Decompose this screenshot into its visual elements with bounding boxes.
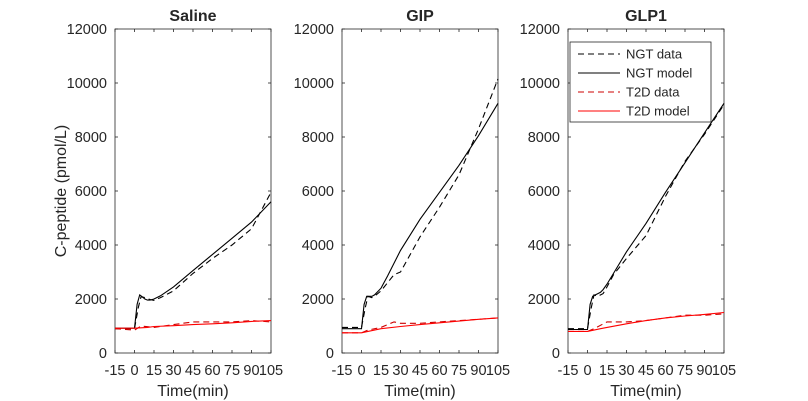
x-tick-label: 75	[677, 363, 693, 379]
series-line-ngt-model	[568, 102, 725, 331]
y-tick-label: 2000	[302, 292, 334, 308]
y-tick-label: 10000	[294, 76, 334, 92]
x-tick-label: 0	[583, 363, 591, 379]
x-tick-label: 90	[696, 363, 712, 379]
x-tick-label: 0	[130, 363, 138, 379]
y-tick-label: 12000	[294, 22, 334, 38]
y-axis-label: C-peptide (pmol/L)	[53, 125, 70, 258]
x-tick-label: 105	[712, 363, 736, 379]
x-tick-label: 0	[357, 363, 365, 379]
x-tick-label: 45	[185, 363, 201, 379]
y-tick-label: 12000	[67, 22, 107, 38]
y-tick-label: 0	[99, 346, 107, 362]
axes-frame	[341, 28, 499, 354]
x-tick-label: 90	[470, 363, 486, 379]
series-line-t2d-model	[568, 311, 725, 332]
x-tick-label: 75	[451, 363, 467, 379]
x-tick-label: -15	[558, 363, 579, 379]
x-axis-label: Time(min)	[384, 383, 455, 400]
y-tick-label: 2000	[528, 292, 560, 308]
axes-frame	[114, 28, 272, 354]
x-tick-label: 30	[165, 363, 181, 379]
x-tick-label: 15	[599, 363, 615, 379]
series-line-t2d-model	[342, 317, 499, 334]
legend-box	[569, 41, 712, 123]
x-tick-label: -15	[332, 363, 353, 379]
series-line-t2d-model	[115, 320, 272, 329]
y-tick-label: 6000	[75, 184, 107, 200]
y-tick-label: 10000	[67, 76, 107, 92]
x-tick-label: 15	[146, 363, 162, 379]
x-tick-label: 75	[224, 363, 240, 379]
legend-label: T2D model	[626, 104, 690, 119]
y-tick-label: 4000	[75, 238, 107, 254]
x-axis-label: Time(min)	[610, 383, 681, 400]
x-tick-label: -15	[105, 363, 126, 379]
legend-label: T2D data	[626, 85, 680, 100]
x-tick-label: 45	[638, 363, 654, 379]
panel-saline: Saline 0 2000 4000 6000 8000 10000 12000 -15 0 15 3…	[67, 8, 283, 400]
legend-label: NGT model	[626, 66, 692, 81]
series-line-ngt-model	[342, 103, 499, 330]
y-tick-label: 2000	[75, 292, 107, 308]
x-tick-label: 60	[431, 363, 447, 379]
panel-title: GLP1	[625, 8, 667, 25]
panel-title: Saline	[169, 8, 216, 25]
x-axis-label: Time(min)	[157, 383, 228, 400]
panel-gip: GIP 0 2000 4000 6000 8000 10000 12000 -15 0 15 30 45…	[294, 8, 510, 400]
x-tick-label: 45	[412, 363, 428, 379]
x-tick-label: 105	[486, 363, 510, 379]
x-tick-label: 30	[392, 363, 408, 379]
y-tick-label: 4000	[302, 238, 334, 254]
y-tick-label: 12000	[520, 22, 560, 38]
x-tick-label: 105	[259, 363, 283, 379]
y-tick-label: 6000	[528, 184, 560, 200]
y-tick-label: 0	[552, 346, 560, 362]
panel-title: GIP	[406, 8, 434, 25]
x-tick-label: 60	[204, 363, 220, 379]
y-tick-label: 8000	[302, 130, 334, 146]
y-tick-label: 4000	[528, 238, 560, 254]
series-line-ngt-data	[115, 192, 272, 330]
panel-glp1: GLP1 0 2000 4000 6000 8000 10000 12000 -15 0 15 30 4…	[520, 8, 736, 400]
y-tick-label: 6000	[302, 184, 334, 200]
y-tick-label: 8000	[75, 130, 107, 146]
y-tick-label: 10000	[520, 76, 560, 92]
x-tick-label: 60	[657, 363, 673, 379]
y-tick-label: 0	[326, 346, 334, 362]
series-line-ngt-data	[342, 78, 499, 328]
series-line-ngt-model	[115, 201, 272, 329]
legend: NGT data NGT model T2D data T2D model	[569, 41, 712, 123]
x-tick-label: 30	[618, 363, 634, 379]
x-tick-label: 90	[243, 363, 259, 379]
series-line-t2d-data	[568, 313, 725, 332]
legend-label: NGT data	[626, 47, 683, 62]
x-tick-label: 15	[373, 363, 389, 379]
y-tick-label: 8000	[528, 130, 560, 146]
